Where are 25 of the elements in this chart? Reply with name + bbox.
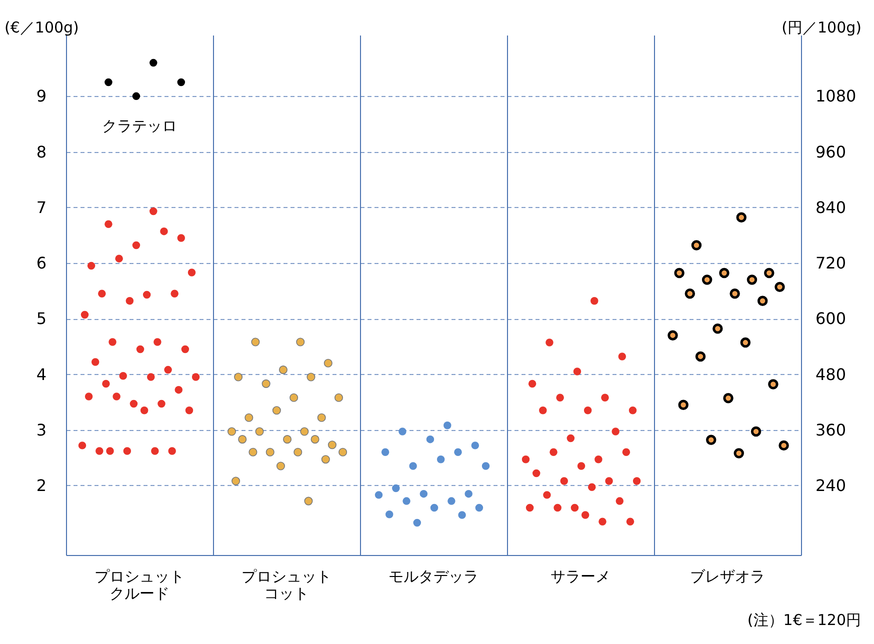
y2-tick-label: 720	[816, 254, 846, 273]
y-tick-label: 4	[36, 364, 46, 384]
y2-tick-label: 360	[816, 420, 846, 440]
text: (注）1€＝120円	[747, 611, 861, 629]
y-tick-label: 5	[36, 309, 46, 328]
y2-tick-label: 960	[816, 142, 846, 162]
y2-tick-label: 240	[816, 476, 846, 495]
y-tick-label: 2	[36, 476, 46, 495]
y-tick-label: 7	[36, 198, 46, 217]
y2-tick-label: 480	[816, 364, 846, 384]
x-tick-label: サラーメ	[550, 568, 610, 586]
y2-tick-label: 600	[816, 309, 846, 328]
x-tick-label: モルタデッラ	[388, 568, 478, 586]
x-tick-label: ブレザオラ	[690, 568, 765, 586]
x-tick-label: プロシュットクルード	[94, 568, 184, 602]
y2-tick-label: 1080	[816, 86, 856, 106]
y-tick-label: 3	[36, 420, 46, 440]
series-label: クラテッロ	[102, 117, 177, 136]
y-tick-label: 6	[36, 254, 46, 273]
y2-tick-label: 840	[816, 198, 846, 217]
y-axis-title: (€／100g)	[4, 18, 79, 36]
y-tick-label: 8	[36, 142, 46, 162]
y-tick-label: 9	[36, 86, 46, 106]
y2-axis-title: (円／100g)	[782, 18, 862, 36]
x-tick-label: プロシュットコット	[242, 568, 332, 602]
